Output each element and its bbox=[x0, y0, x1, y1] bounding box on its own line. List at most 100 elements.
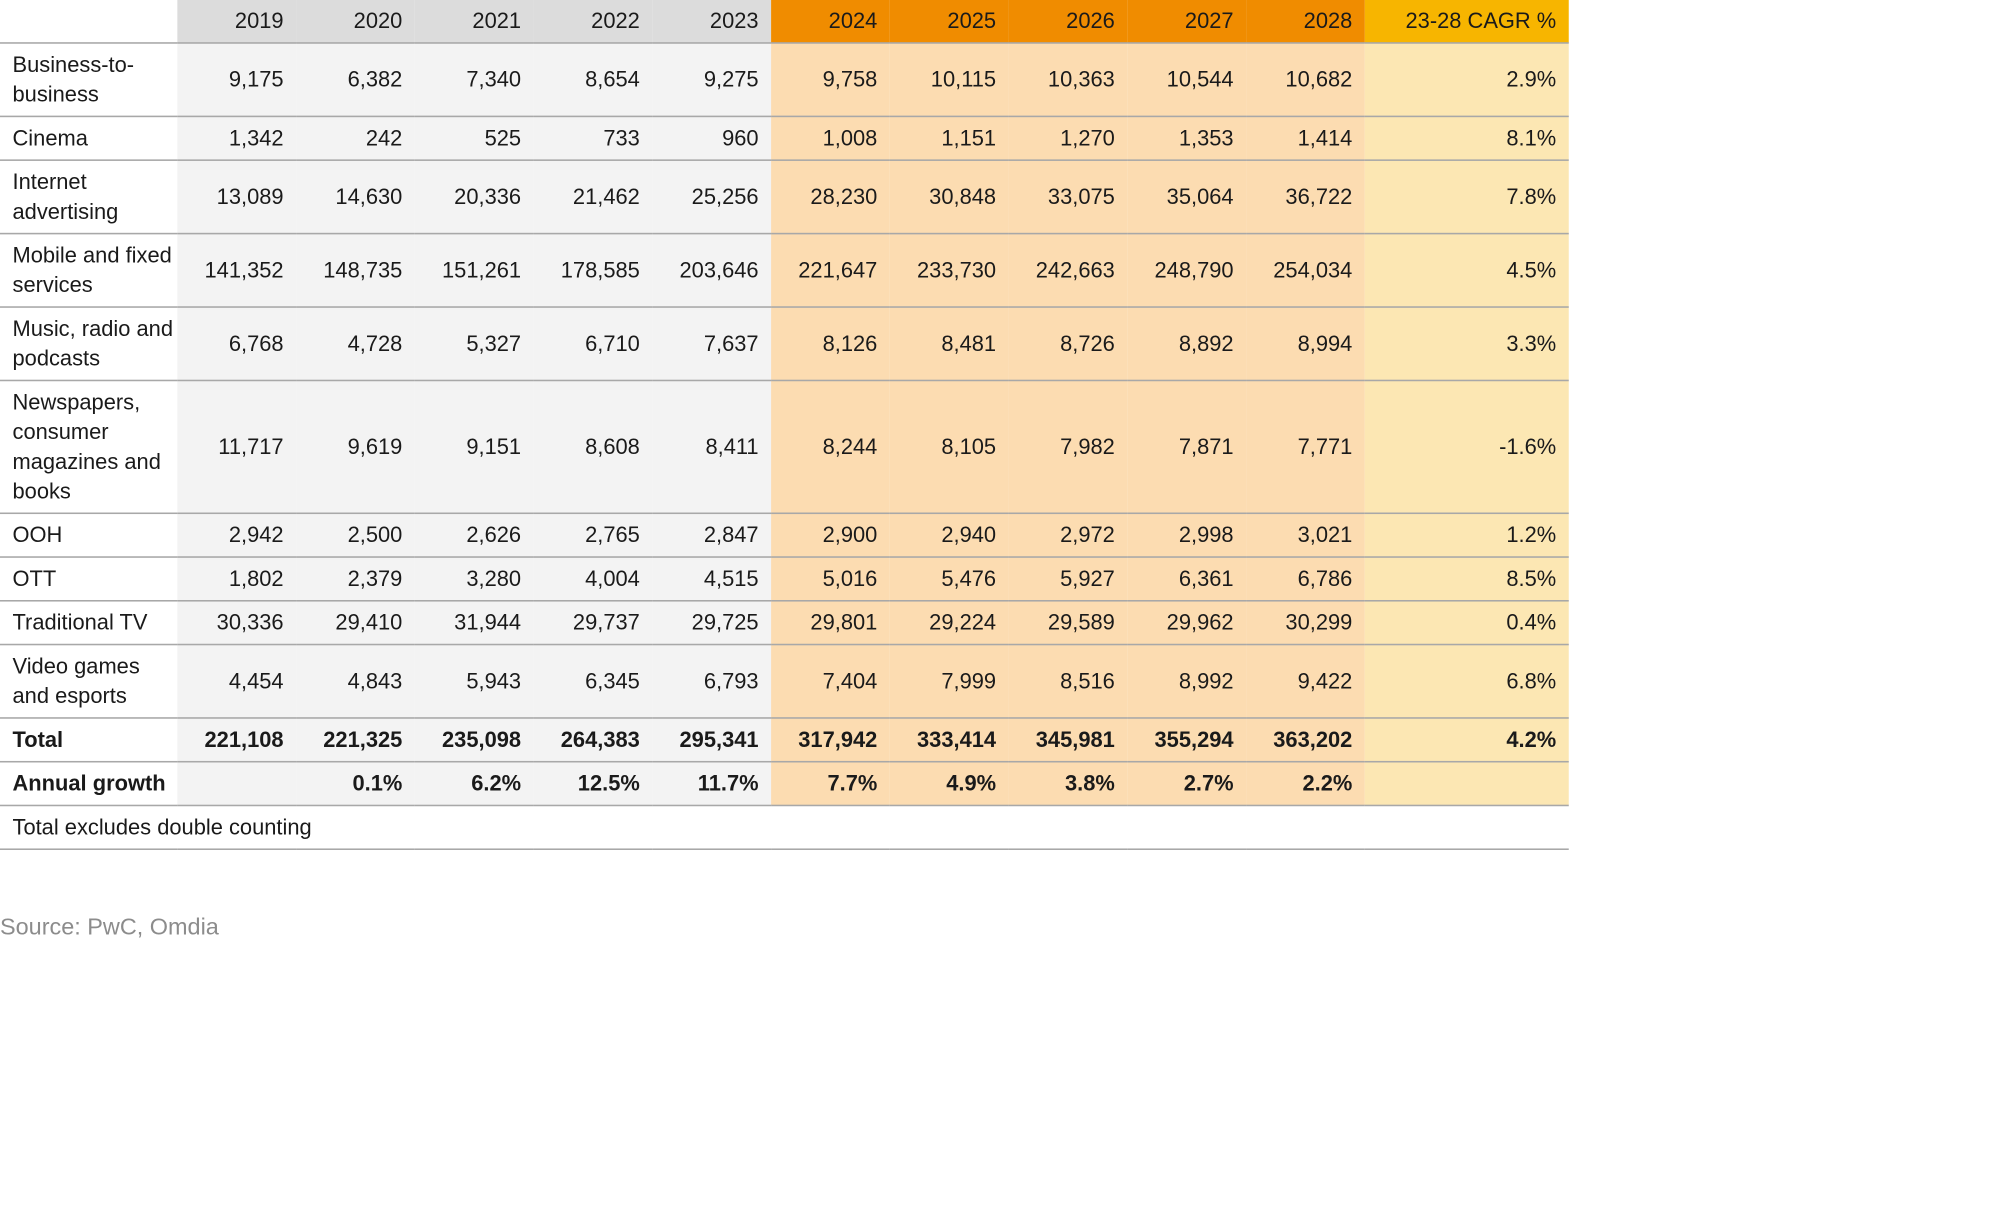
historical-value-cell: 6,345 bbox=[533, 644, 653, 719]
table-row: Internet advertising 13,089 14,630 20,336 21… bbox=[0, 160, 1569, 235]
forecast-value-cell: 9,422 bbox=[1246, 644, 1365, 719]
forecast-value-cell: 8,892 bbox=[1127, 307, 1247, 382]
cagr-value-cell: 0.4% bbox=[1364, 600, 1569, 646]
forecast-value-cell: 233,730 bbox=[889, 233, 1009, 308]
forecast-value-cell: 2,900 bbox=[771, 513, 890, 558]
forecast-value-cell: 254,034 bbox=[1246, 233, 1365, 308]
historical-value-cell: 1,342 bbox=[177, 116, 297, 161]
historical-value-cell: 9,151 bbox=[414, 380, 534, 515]
historical-value-cell: 5,327 bbox=[414, 307, 534, 382]
cagr-value-cell: 7.8% bbox=[1364, 160, 1569, 235]
historical-value-cell: 203,646 bbox=[652, 233, 772, 308]
historical-value-cell: 30,336 bbox=[177, 600, 297, 646]
historical-value-cell: 6,768 bbox=[177, 307, 297, 382]
forecast-value-cell: 10,682 bbox=[1246, 42, 1365, 118]
forecast-value-cell: 2,940 bbox=[889, 513, 1009, 558]
forecast-value-cell: 6,786 bbox=[1246, 557, 1365, 602]
historical-value-cell: 11.7% bbox=[652, 761, 772, 807]
year-header: 2019 bbox=[177, 0, 297, 44]
forecast-value-cell: 345,981 bbox=[1008, 717, 1128, 763]
historical-value-cell: 4,515 bbox=[652, 557, 772, 602]
table-body: Business-to-business 9,175 6,382 7,340 8,654… bbox=[0, 42, 1569, 850]
historical-value-cell: 20,336 bbox=[414, 160, 534, 235]
forecast-value-cell: 2.7% bbox=[1127, 761, 1247, 807]
total-row: Total 221,108 221,325 235,098 264,383 295,341… bbox=[0, 717, 1569, 763]
forecast-value-cell: 5,476 bbox=[889, 557, 1009, 602]
historical-value-cell: 5,943 bbox=[414, 644, 534, 719]
historical-value-cell: 141,352 bbox=[177, 233, 297, 308]
historical-value-cell: 8,654 bbox=[533, 42, 653, 118]
table-row: Business-to-business 9,175 6,382 7,340 8,654… bbox=[0, 42, 1569, 118]
forecast-value-cell: 2,998 bbox=[1127, 513, 1247, 558]
forecast-year-header: 2027 bbox=[1127, 0, 1247, 44]
historical-value-cell: 6,793 bbox=[652, 644, 772, 719]
forecast-value-cell: 30,299 bbox=[1246, 600, 1365, 646]
row-label: Traditional TV bbox=[0, 600, 178, 646]
forecast-value-cell: 7,871 bbox=[1127, 380, 1247, 515]
historical-value-cell bbox=[177, 761, 297, 807]
historical-value-cell: 12.5% bbox=[533, 761, 653, 807]
forecast-year-header: 2026 bbox=[1008, 0, 1128, 44]
forecast-value-cell: 2,972 bbox=[1008, 513, 1128, 558]
historical-value-cell: 221,108 bbox=[177, 717, 297, 763]
source-note: Source: PwC, Omdia bbox=[0, 914, 219, 940]
forecast-value-cell: 5,016 bbox=[771, 557, 890, 602]
forecast-value-cell: 8,126 bbox=[771, 307, 890, 382]
forecast-value-cell: 10,363 bbox=[1008, 42, 1128, 118]
forecast-value-cell: 355,294 bbox=[1127, 717, 1247, 763]
table-row: Music, radio and podcasts 6,768 4,728 5,327… bbox=[0, 307, 1569, 382]
forecast-value-cell: 1,270 bbox=[1008, 116, 1128, 161]
annual-growth-row: Annual growth 0.1% 6.2% 12.5% 11.7% 7.7% 4.9% 3… bbox=[0, 761, 1569, 807]
historical-value-cell: 4,728 bbox=[296, 307, 415, 382]
forecast-value-cell: 317,942 bbox=[771, 717, 890, 763]
historical-value-cell: 221,325 bbox=[296, 717, 415, 763]
row-label: Mobile and fixed services bbox=[0, 233, 178, 308]
historical-value-cell: 2,765 bbox=[533, 513, 653, 558]
historical-value-cell: 151,261 bbox=[414, 233, 534, 308]
footnote: Total excludes double counting bbox=[0, 805, 1569, 850]
row-label: Total bbox=[0, 717, 178, 763]
data-table-figure: 2019 2020 2021 2022 2023 2024 2025 2026 … bbox=[0, 0, 1569, 940]
historical-value-cell: 1,802 bbox=[177, 557, 297, 602]
table-row: Newspapers, consumer magazines and books… bbox=[0, 380, 1569, 515]
forecast-value-cell: 363,202 bbox=[1246, 717, 1365, 763]
cagr-value-cell: 1.2% bbox=[1364, 513, 1569, 558]
historical-value-cell: 29,410 bbox=[296, 600, 415, 646]
table-row: Cinema 1,342 242 525 733 960 1,008 1,151 1,270 1,… bbox=[0, 116, 1569, 161]
historical-value-cell: 2,379 bbox=[296, 557, 415, 602]
cagr-value-cell: -1.6% bbox=[1364, 380, 1569, 515]
historical-value-cell: 3,280 bbox=[414, 557, 534, 602]
forecast-value-cell: 5,927 bbox=[1008, 557, 1128, 602]
cagr-value-cell: 4.5% bbox=[1364, 233, 1569, 308]
forecast-value-cell: 3,021 bbox=[1246, 513, 1365, 558]
historical-value-cell: 2,942 bbox=[177, 513, 297, 558]
forecast-value-cell: 8,994 bbox=[1246, 307, 1365, 382]
forecast-value-cell: 1,353 bbox=[1127, 116, 1247, 161]
historical-value-cell: 6,710 bbox=[533, 307, 653, 382]
header-row: 2019 2020 2021 2022 2023 2024 2025 2026 … bbox=[0, 0, 1569, 44]
forecast-value-cell: 7,982 bbox=[1008, 380, 1128, 515]
cagr-value-cell: 8.1% bbox=[1364, 116, 1569, 161]
historical-value-cell: 525 bbox=[414, 116, 534, 161]
historical-value-cell: 8,411 bbox=[652, 380, 772, 515]
row-label: Video games and esports bbox=[0, 644, 178, 719]
forecast-year-header: 2024 bbox=[771, 0, 890, 44]
forecast-value-cell: 4.9% bbox=[889, 761, 1009, 807]
historical-value-cell: 21,462 bbox=[533, 160, 653, 235]
forecast-value-cell: 7,404 bbox=[771, 644, 890, 719]
forecast-value-cell: 7.7% bbox=[771, 761, 890, 807]
table-row: Video games and esports 4,454 4,843 5,943 6,… bbox=[0, 644, 1569, 719]
historical-value-cell: 4,454 bbox=[177, 644, 297, 719]
forecast-value-cell: 10,544 bbox=[1127, 42, 1247, 118]
historical-value-cell: 2,500 bbox=[296, 513, 415, 558]
forecast-value-cell: 248,790 bbox=[1127, 233, 1247, 308]
historical-value-cell: 4,843 bbox=[296, 644, 415, 719]
note-row: Total excludes double counting bbox=[0, 805, 1569, 850]
forecast-value-cell: 35,064 bbox=[1127, 160, 1247, 235]
historical-value-cell: 25,256 bbox=[652, 160, 772, 235]
historical-value-cell: 29,737 bbox=[533, 600, 653, 646]
historical-value-cell: 9,619 bbox=[296, 380, 415, 515]
forecast-value-cell: 30,848 bbox=[889, 160, 1009, 235]
historical-value-cell: 6,382 bbox=[296, 42, 415, 118]
historical-value-cell: 9,275 bbox=[652, 42, 772, 118]
